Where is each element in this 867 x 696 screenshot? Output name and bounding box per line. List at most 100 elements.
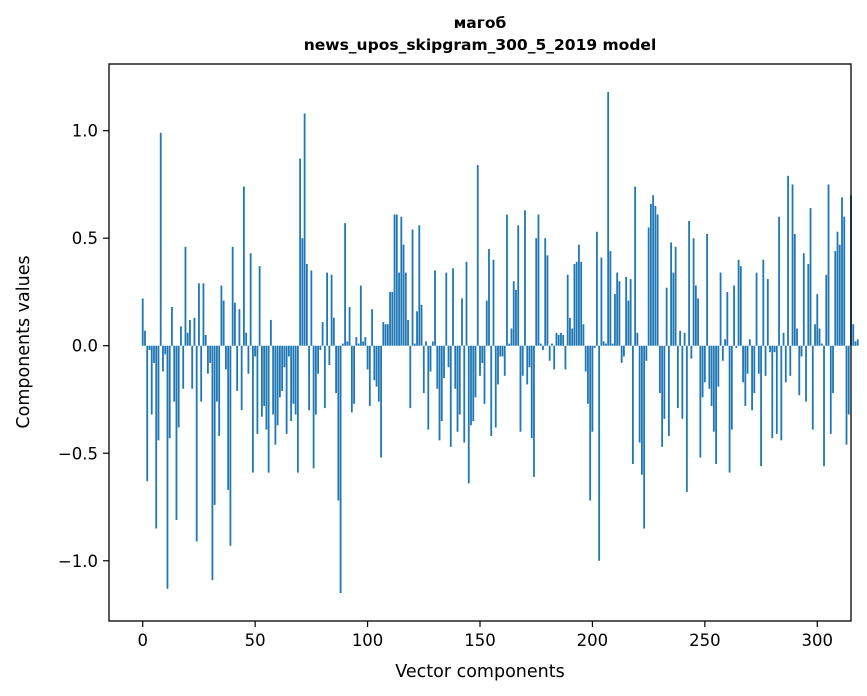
bar-component-131 [436,345,439,389]
bar-component-310 [838,244,841,346]
bar-component-314 [847,345,850,415]
bar-component-176 [537,214,540,346]
bar-component-0 [141,298,144,346]
bar-component-80 [321,322,324,346]
bar-component-50 [254,345,257,357]
bar-component-241 [683,332,686,346]
bar-component-64 [285,345,288,434]
bar-component-217 [629,279,632,346]
bar-component-100 [366,345,369,370]
bar-component-12 [168,345,171,439]
bar-component-165 [512,281,515,346]
bar-component-179 [544,238,547,346]
bar-component-200 [591,345,594,432]
bar-component-63 [283,345,286,368]
bar-component-93 [350,345,353,413]
bar-component-66 [290,345,293,421]
bar-component-23 [193,317,196,346]
bar-component-123 [418,225,421,346]
bar-component-295 [805,345,807,402]
bar-component-129 [431,341,434,346]
x-tick-label: 300 [802,631,834,650]
bar-component-43 [238,309,241,346]
bar-component-124 [420,304,423,346]
bar-component-316 [852,324,855,346]
bar-component-268 [744,345,747,406]
x-axis-ticks: 0 50 100 150 200 250 300 [137,621,833,650]
bar-component-269 [746,345,749,374]
bar-component-115 [400,216,403,346]
bar-component-287 [787,175,789,346]
bar-component-216 [627,300,630,346]
bar-component-229 [656,214,659,346]
bar-component-206 [605,343,607,346]
bar-component-236 [672,272,675,346]
bar-component-55 [265,345,268,430]
bar-component-290 [793,233,796,346]
bar-component-27 [202,283,205,346]
bar-component-174 [533,345,535,477]
bar-component-262 [730,345,733,430]
bar-component-47 [247,345,250,374]
bar-component-187 [562,334,565,346]
bar-component-148 [474,345,477,398]
bar-component-276 [762,259,765,346]
bar-component-3 [148,345,151,351]
bar-component-57 [269,319,272,346]
bar-component-104 [375,345,378,387]
bar-component-247 [697,298,699,346]
bar-component-74 [308,345,311,411]
bar-component-283 [778,216,780,346]
x-tick-label: 0 [137,631,148,650]
bar-component-208 [609,251,612,346]
bar-component-309 [836,231,839,346]
bar-component-36 [222,300,225,346]
bar-component-278 [766,279,769,346]
bar-component-166 [515,289,517,346]
bar-component-35 [220,285,223,346]
bar-component-167 [517,225,520,346]
bar-component-209 [611,343,614,346]
bar-component-303 [823,345,825,467]
bar-component-249 [701,345,704,398]
bar-component-38 [227,345,230,490]
bar-component-257 [719,272,722,346]
bar-component-137 [449,345,452,447]
bar-component-182 [551,343,553,346]
bar-component-17 [180,326,182,346]
bar-component-293 [800,345,803,357]
bar-component-33 [216,345,218,402]
bar-component-168 [519,345,522,432]
bar-component-24 [195,345,198,542]
bar-component-86 [335,345,337,394]
bar-component-138 [452,268,454,346]
x-tick-label: 250 [689,631,721,650]
bar-component-181 [548,345,551,361]
bar-component-281 [773,345,776,353]
bar-component-8 [159,132,162,346]
bar-component-135 [445,272,448,346]
bar-component-173 [530,345,533,439]
bar-component-48 [249,253,252,346]
bar-component-158 [497,345,499,385]
bar-component-284 [780,345,783,441]
bar-component-144 [465,261,468,346]
bar-component-183 [553,345,556,370]
bar-component-95 [355,337,358,346]
bar-component-177 [539,343,542,346]
bar-component-160 [501,345,504,357]
bar-component-222 [640,345,643,475]
bar-component-282 [775,345,778,434]
bar-component-297 [809,208,812,346]
bar-component-243 [688,220,691,346]
bar-component-145 [467,345,470,484]
bar-component-264 [735,345,738,348]
bar-component-72 [303,113,306,346]
bar-component-127 [427,345,430,430]
bar-component-75 [310,270,313,346]
x-tick-label: 150 [464,631,496,650]
bar-component-196 [582,324,585,346]
bar-component-79 [319,345,322,351]
